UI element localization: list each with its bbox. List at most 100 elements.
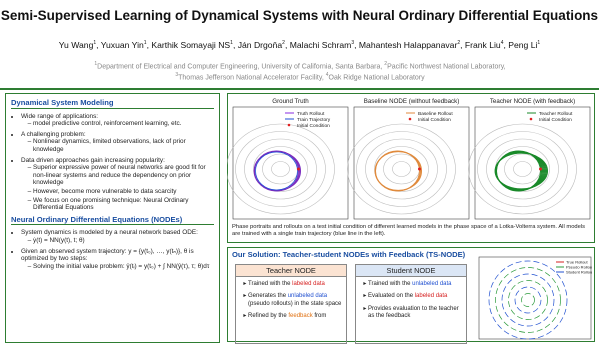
- plot-title: Teacher NODE (with feedback): [490, 98, 575, 105]
- box-list: Trained with the unlabeled data Evaluated…: [356, 281, 466, 320]
- legend-label: True Rollout: [566, 260, 589, 265]
- plot-title: Baseline NODE (without feedback): [364, 98, 460, 105]
- plot-frame: [474, 106, 591, 220]
- legend-dot: [529, 117, 533, 121]
- item-text: labeled data: [414, 293, 448, 300]
- legend-dot: [408, 117, 412, 121]
- plot-frame: [353, 106, 470, 220]
- initial-condition: [539, 167, 542, 171]
- streamline: [356, 131, 447, 207]
- title: Semi-Supervised Learning of Dynamical Sy…: [0, 8, 599, 23]
- author-name: Mahantesh Halappanavar: [358, 40, 458, 50]
- legend-label: Initial Condition: [418, 117, 451, 123]
- legend-dot: [287, 123, 291, 127]
- caption: Phase portraits and rollouts on a test i…: [232, 224, 586, 237]
- bullet: A challenging problem:Nonlinear dynamics…: [21, 131, 214, 154]
- bullet-list: System dynamics is modeled by a neural n…: [11, 229, 214, 270]
- bullet-text: A challenging problem:: [21, 130, 86, 138]
- author-affil: 1: [143, 40, 147, 47]
- affil-text: Department of Electrical and Computer En…: [97, 63, 385, 71]
- plot-frame: [232, 106, 349, 220]
- streamline: [477, 131, 568, 207]
- plot-frame: [478, 256, 592, 340]
- legend-label: Train Trajectory: [297, 117, 331, 123]
- streamline: [271, 161, 290, 177]
- section-title: Neural Ordinary Differential Equations (…: [11, 216, 214, 226]
- authors: Yu Wang1, Yuxuan Yin1, Karthik Somayaji …: [0, 40, 599, 50]
- sub-bullet: Solving the initial value problem: ŷ(tᵢ)…: [33, 263, 214, 271]
- box-title: Teacher NODE: [236, 265, 346, 278]
- author: Mahantesh Halappanavar2,: [358, 40, 465, 50]
- author-name: Ján Drgoňa: [237, 40, 283, 50]
- author-name: Peng Li: [508, 40, 538, 50]
- box-title: Student NODE: [356, 265, 466, 278]
- solution-title: Our Solution: Teacher-student NODEs with…: [232, 250, 466, 259]
- bullet: Given an observed system trajectory: y =…: [21, 248, 214, 271]
- author: Ján Drgoňa2,: [237, 40, 290, 50]
- item-text: unlabeled data: [412, 281, 452, 288]
- affil-text: Thomas Jefferson National Accelerator Fa…: [178, 74, 326, 82]
- legend-label: Pseudo Rollouts: [566, 265, 592, 270]
- solution-box: Student NODE Trained with the unlabeled d…: [355, 264, 467, 344]
- item-text: from: [312, 312, 327, 319]
- legend-label: Initial Condition: [297, 123, 330, 129]
- item-text: Generates the: [248, 293, 288, 300]
- box-item: Provides evaluation to the teacher as th…: [368, 306, 466, 320]
- author-affil: 1: [93, 40, 97, 47]
- item-text: Trained with the: [368, 281, 413, 288]
- bullet: Wide range of applications:model predict…: [21, 113, 214, 128]
- author: Karthik Somayaji NS1,: [151, 40, 238, 50]
- solution-box: Teacher NODE Trained with the labeled dat…: [235, 264, 347, 344]
- author-name: Yuxuan Yin: [100, 40, 144, 50]
- streamline: [244, 138, 317, 200]
- pseudo-rollout: [521, 293, 535, 307]
- box-list: Trained with the labeled data Generates t…: [236, 281, 346, 320]
- item-text: Trained with the: [248, 281, 293, 288]
- author-affil: 2: [457, 40, 461, 47]
- author-affil: 1: [230, 40, 233, 47]
- pseudo-rollout: [508, 280, 548, 320]
- left-panel: Dynamical System Modeling Wide range of a…: [5, 93, 220, 343]
- item-text: feedback: [288, 312, 313, 319]
- item-text: (pseudo rollouts) in the state space: [248, 300, 342, 307]
- sub-list: model predictive control, reinforcement …: [21, 120, 214, 128]
- affil-num: 4: [325, 72, 329, 79]
- author-name: Yu Wang: [58, 40, 94, 50]
- streamline: [468, 123, 577, 215]
- bullet-text: Given an observed system trajectory: y =…: [21, 247, 194, 263]
- author: Malachi Schram3,: [289, 40, 359, 50]
- pseudo-rollout: [495, 267, 561, 333]
- results-panel: [227, 93, 595, 243]
- initial-condition: [418, 167, 421, 171]
- author: Yu Wang1,: [58, 40, 101, 50]
- pseudo-rollout: [514, 286, 542, 314]
- streamline: [253, 146, 308, 192]
- author-name: Karthik Somayaji NS: [151, 40, 231, 50]
- streamline: [347, 123, 456, 215]
- item-text: Refined by the: [248, 312, 289, 319]
- plot-title: Ground Truth: [272, 98, 309, 105]
- sub-list: Superior expressive power of neural netw…: [21, 164, 214, 212]
- legend-label: Truth Rollout: [297, 111, 325, 117]
- box-item: Evaluated on the labeled data: [368, 293, 466, 300]
- streamline: [513, 161, 532, 177]
- author: Frank Liu4,: [464, 40, 509, 50]
- section-title: Dynamical System Modeling: [11, 99, 214, 109]
- item-text: labeled data: [292, 281, 325, 288]
- author-affil: 1: [537, 40, 541, 47]
- author-affil: 4: [500, 40, 504, 47]
- streamline: [235, 131, 326, 207]
- train-trajectory: [255, 151, 298, 191]
- streamline: [365, 138, 438, 200]
- author-name: Malachi Schram: [289, 40, 352, 50]
- sub-bullet: Nonlinear dynamics, limited observations…: [33, 138, 214, 153]
- affil-text: Oak Ridge National Laboratory: [328, 74, 425, 82]
- legend-label: Baseline Rollout: [418, 111, 453, 117]
- streamline: [392, 161, 411, 177]
- bullet-text: Data driven approaches gain increasing p…: [21, 156, 165, 164]
- sub-list: Solving the initial value problem: ŷ(tᵢ)…: [21, 263, 214, 271]
- sub-list: ẏ(t) = NN(y(t), t; θ): [21, 237, 214, 245]
- affil-num: 2: [384, 61, 388, 67]
